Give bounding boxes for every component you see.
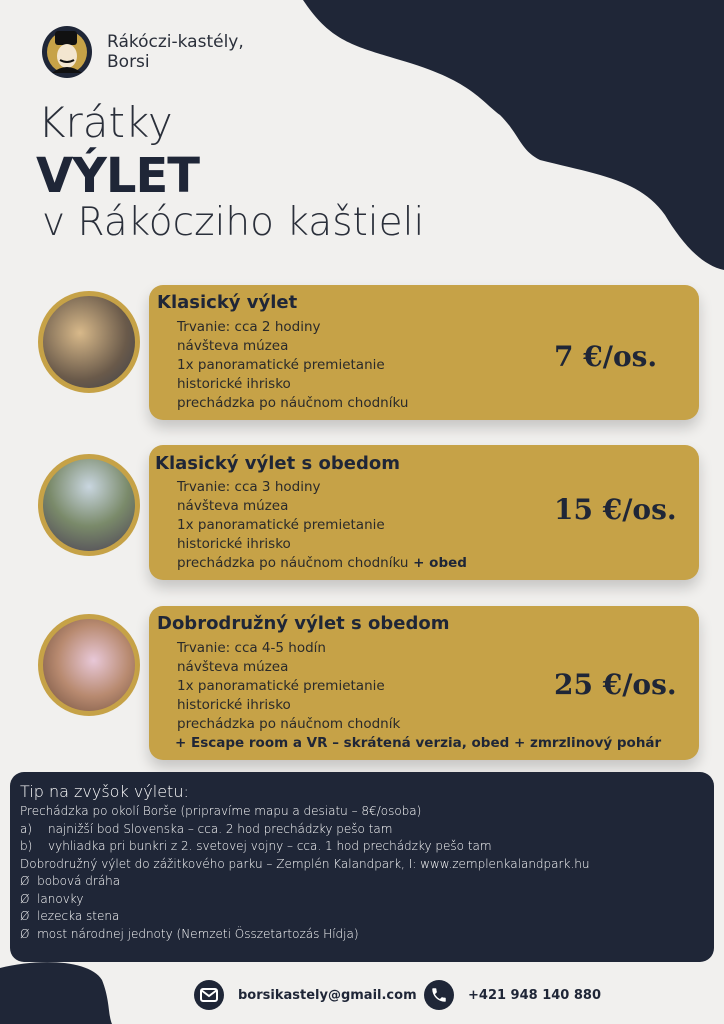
offer-card: Klasický výlet s obedom Trvanie: cca 3 h… bbox=[149, 445, 699, 580]
offer-items: Trvanie: cca 3 hodiny návšteva múzea 1x … bbox=[177, 479, 467, 571]
castle-logo bbox=[42, 26, 92, 78]
offer-photo bbox=[38, 614, 140, 716]
contact-email: borsikastely@gmail.com bbox=[194, 980, 417, 1010]
offer-title: Klasický výlet bbox=[157, 292, 298, 313]
title-line-1: Krátky bbox=[38, 98, 173, 147]
title-line-3: v Rákócziho kaštieli bbox=[42, 200, 425, 245]
offer-card: Klasický výlet Trvanie: cca 2 hodiny náv… bbox=[149, 285, 699, 420]
offer-items: Trvanie: cca 4-5 hodín návšteva múzea 1x… bbox=[175, 640, 662, 751]
offer-card: Dobrodružný výlet s obedom Trvanie: cca … bbox=[149, 606, 699, 760]
contact-phone: +421 948 140 880 bbox=[424, 980, 601, 1010]
offer-photo bbox=[38, 291, 140, 393]
kalandpark-link[interactable]: www.zemplenkalandpark.hu bbox=[420, 856, 590, 871]
offer-photo bbox=[38, 454, 140, 556]
tip-panel: Tip na zvyšok výletu: Prechádzka po okol… bbox=[10, 772, 714, 962]
title-line-2: VÝLET bbox=[36, 148, 200, 204]
envelope-icon bbox=[194, 980, 224, 1010]
phone-icon bbox=[424, 980, 454, 1010]
tip-heading: Tip na zvyšok výletu: bbox=[20, 782, 189, 801]
offer-price: 7 €/os. bbox=[554, 340, 658, 373]
phone-link[interactable]: +421 948 140 880 bbox=[468, 987, 602, 1003]
offer-title: Klasický výlet s obedom bbox=[155, 453, 400, 474]
offer-items: Trvanie: cca 2 hodiny návšteva múzea 1x … bbox=[177, 319, 409, 411]
brand-name: Rákóczi-kastély, Borsi bbox=[107, 32, 244, 72]
offer-price: 25 €/os. bbox=[554, 668, 677, 701]
offer-title: Dobrodružný výlet s obedom bbox=[157, 613, 450, 634]
offer-price: 15 €/os. bbox=[554, 493, 677, 526]
email-link[interactable]: borsikastely@gmail.com bbox=[238, 987, 417, 1003]
